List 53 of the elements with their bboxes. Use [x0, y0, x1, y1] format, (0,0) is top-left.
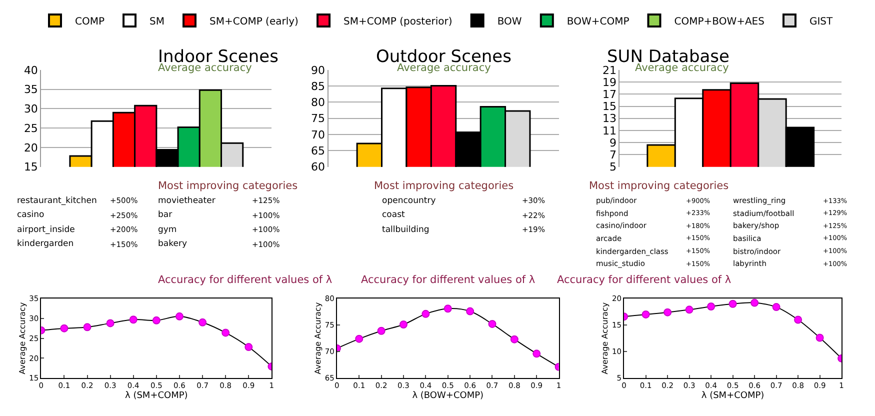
y-tick-label: 75: [311, 112, 326, 126]
text: coast: [382, 210, 406, 220]
y-tick-label: 5: [610, 160, 616, 174]
y-tick-label: 19: [602, 76, 616, 89]
legend-label: BOW+COMP: [566, 16, 630, 28]
text: gym: [158, 225, 177, 235]
text: Most improving categories: [158, 180, 298, 192]
y-tick-label: 90: [311, 64, 326, 77]
y-tick-label: 30: [24, 102, 38, 116]
y-axis-title: Average Accuracy: [600, 302, 610, 374]
text: Most improving categories: [374, 180, 514, 192]
text: casino: [17, 210, 44, 220]
y-tick-label: 25: [24, 122, 38, 135]
y-tick-label: 70: [311, 128, 326, 142]
y-tick-label: 7: [610, 148, 616, 162]
text: movietheater: [158, 196, 216, 206]
y-axis-title: Average Accuracy: [18, 302, 27, 374]
chart-title: Accuracy for different values of λ: [158, 274, 332, 286]
legend-label: SM+COMP (posterior): [344, 16, 452, 28]
y-tick-label: 60: [311, 160, 326, 174]
legend-label: COMP+BOW+AES: [674, 16, 764, 28]
text: bar: [158, 210, 173, 220]
y-tick-label: 17: [602, 88, 616, 102]
chart-title: Accuracy for different values of λ: [557, 274, 732, 286]
legend-label: COMP: [75, 16, 105, 28]
text: airport_inside: [17, 225, 75, 235]
y-tick-label: 9: [610, 136, 616, 150]
y-tick-label: 15: [602, 100, 616, 114]
text: tallbuilding: [382, 225, 430, 235]
text: Most improving categories: [589, 180, 729, 192]
y-tick-label: 40: [24, 64, 38, 77]
y-tick-label: 65: [311, 144, 326, 158]
x-axis-title: λ (BOW+COMP): [412, 390, 484, 401]
y-tick-label: 11: [602, 124, 616, 138]
legend-label: SM+COMP (early): [210, 16, 299, 28]
x-axis-title: λ (SM+COMP): [125, 390, 188, 401]
legend-label: GIST: [809, 16, 834, 28]
text: restaurant_kitchen: [17, 196, 97, 206]
y-axis-title: Average Accuracy: [314, 302, 323, 374]
y-tick-label: 35: [24, 83, 38, 96]
y-tick-label: 20: [24, 141, 38, 154]
y-tick-label: 15: [24, 160, 38, 174]
chart-title: Accuracy for different values of λ: [361, 274, 536, 286]
text: kindergarden: [17, 239, 74, 249]
y-tick-label: 21: [602, 64, 616, 77]
text: opencountry: [382, 196, 436, 206]
legend-label: SM: [150, 16, 164, 28]
y-tick-label: 85: [311, 80, 326, 93]
legend-label: BOW: [497, 16, 522, 28]
y-tick-label: 13: [602, 112, 616, 126]
y-tick-label: 80: [311, 96, 326, 110]
x-axis-title: λ (SM+COMP): [701, 390, 764, 401]
text: bakery: [158, 239, 187, 249]
